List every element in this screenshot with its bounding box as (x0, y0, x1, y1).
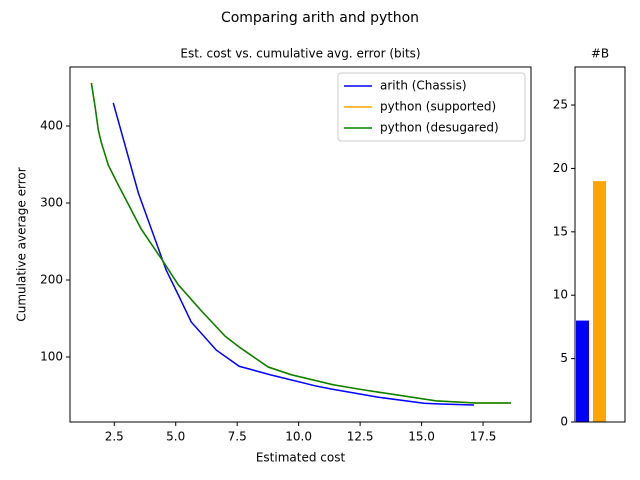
axes-title: #B (591, 47, 609, 61)
axes-frame (574, 66, 626, 423)
x-tick-label: 7.5 (228, 430, 247, 444)
x-tick-label: 10.0 (285, 430, 312, 444)
x-axis-label: Estimated cost (256, 451, 346, 465)
legend-label: arith (Chassis) (380, 79, 467, 93)
x-tick-label: 17.5 (470, 430, 497, 444)
x-tick-label: 15.0 (408, 430, 435, 444)
x-tick-label: 12.5 (347, 430, 374, 444)
y-tick-label: 200 (40, 273, 63, 287)
bar (576, 320, 589, 422)
y-tick-label: 15 (553, 224, 568, 238)
y-axis-label: Cumulative average error (15, 167, 29, 321)
y-tick-label: 300 (40, 195, 63, 209)
line-series (90, 82, 512, 404)
axes-title: Est. cost vs. cumulative avg. error (bit… (180, 47, 420, 61)
x-tick-label: 2.5 (105, 430, 124, 444)
y-tick-label: 0 (560, 415, 568, 429)
bar (593, 181, 606, 422)
y-tick-label: 5 (560, 351, 568, 365)
legend-box (337, 72, 526, 142)
legend-label: python (supported) (380, 100, 496, 114)
legend-label: python (desugared) (380, 121, 499, 135)
axes-frame (69, 66, 532, 423)
x-tick-label: 5.0 (166, 430, 185, 444)
y-tick-label: 20 (553, 161, 568, 175)
y-tick-label: 25 (553, 98, 568, 112)
y-tick-label: 400 (40, 118, 63, 132)
y-tick-label: 100 (40, 350, 63, 364)
line-series (112, 102, 474, 406)
figure-title: Comparing arith and python (221, 10, 419, 26)
y-tick-label: 10 (553, 288, 568, 302)
